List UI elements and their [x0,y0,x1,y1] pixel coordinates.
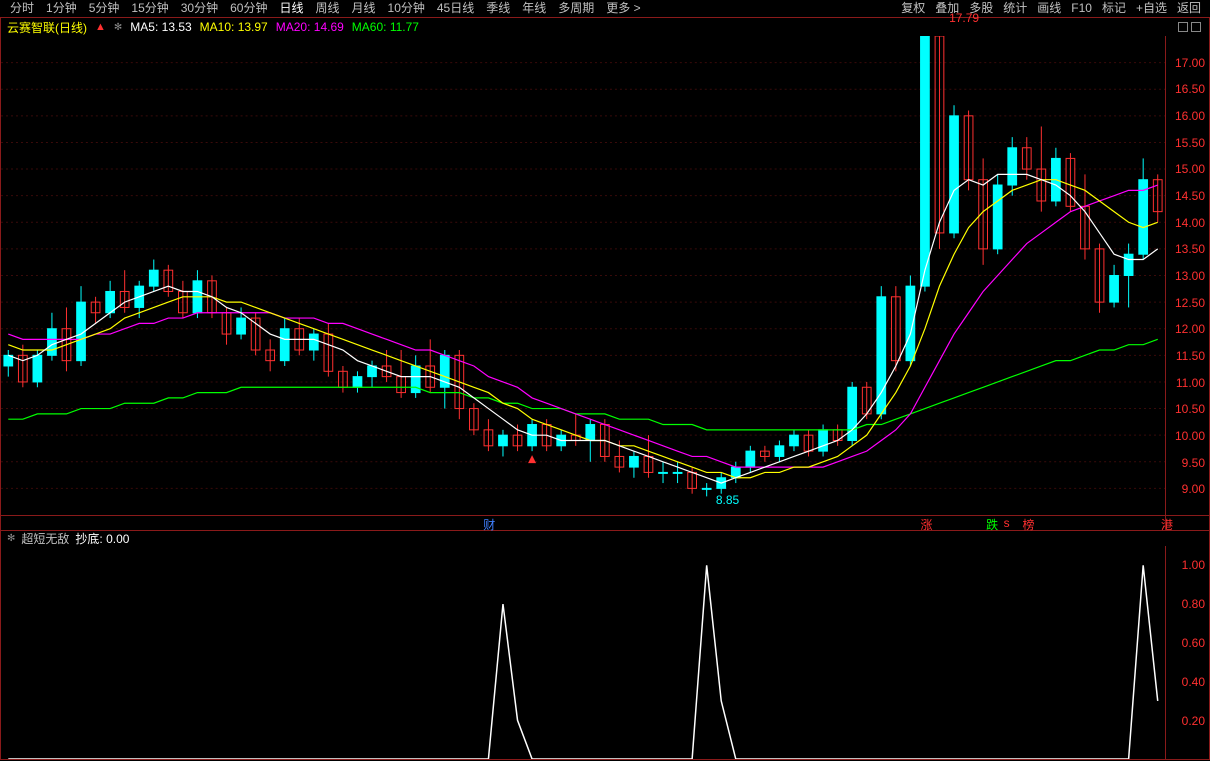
ma10-label: MA10: 13.97 [200,20,268,34]
ma5-label: MA5: 13.53 [130,20,191,34]
gear-icon[interactable]: ✻ [7,533,15,544]
timeframe-btn[interactable]: 30分钟 [175,0,224,17]
candlestick-chart[interactable]: 17.79 8.85 9.00 9.50 10.00 10.50 11.00 11.50 1… [0,36,1210,516]
price-tick: 12.00 [1175,322,1205,336]
timeframe-btn[interactable]: 15分钟 [125,0,174,17]
view-toggle-icons[interactable] [1178,22,1201,32]
indicator-tick: 0.80 [1182,597,1205,611]
indicator-plot-area[interactable] [1,546,1165,759]
price-tick: 14.50 [1175,189,1205,203]
tool-btn[interactable]: 标记 [1097,0,1131,17]
timeframe-btn[interactable]: 60分钟 [224,0,273,17]
price-tick: 9.00 [1182,482,1205,496]
indicator-y-axis: 0.20 0.40 0.60 0.80 1.00 [1165,546,1209,759]
indicator-tick: 0.20 [1182,714,1205,728]
price-tick: 11.50 [1176,349,1205,363]
price-tick: 16.00 [1175,109,1205,123]
price-tick: 13.00 [1175,269,1205,283]
price-tick: 15.50 [1175,136,1205,150]
price-tick: 13.50 [1175,242,1205,256]
indicator-tick: 0.60 [1182,636,1205,650]
tool-btn[interactable]: +自选 [1131,0,1172,17]
ma20-label: MA20: 14.69 [276,20,344,34]
timeframe-btn[interactable]: 10分钟 [382,0,431,17]
timeframe-btn[interactable]: 更多 > [600,0,646,17]
timeframe-btn[interactable]: 年线 [516,0,552,17]
price-tick: 10.00 [1175,429,1205,443]
timeframe-btn[interactable]: 1分钟 [40,0,83,17]
stock-name: 云赛智联(日线) [7,19,87,36]
tool-btn[interactable]: 复权 [896,0,930,17]
indicator-series-label: 抄底: 0.00 [75,530,129,547]
chart-plot-area[interactable]: 17.79 8.85 [1,36,1165,515]
price-tick: 15.00 [1175,162,1205,176]
gear-icon[interactable]: ✻ [114,22,122,33]
ma60-label: MA60: 11.77 [352,20,419,34]
timeframe-toolbar: 分时1分钟5分钟15分钟30分钟60分钟日线周线月线10分钟45日线季线年线多周… [0,0,1210,18]
event-marker[interactable]: s [1004,516,1010,530]
event-marker[interactable]: 财 [483,516,495,533]
timeframe-btn[interactable]: 5分钟 [83,0,126,17]
price-tick: 14.00 [1175,216,1205,230]
up-arrow-icon: ▲ [95,21,106,33]
peak-price-label: 17.79 [949,11,979,25]
timeframe-btn[interactable]: 45日线 [431,0,480,17]
price-tick: 12.50 [1175,296,1205,310]
price-tick: 11.00 [1176,376,1205,390]
event-marker[interactable]: 跌 [986,516,998,533]
event-marker-row: 财涨跌s榜港 [0,516,1210,530]
chart-title-bar: 云赛智联(日线) ▲ ✻ MA5: 13.53 MA10: 13.97 MA20… [0,18,1210,36]
tool-btn[interactable]: 统计 [998,0,1032,17]
low-price-label: 8.85 [716,493,739,507]
price-tick: 10.50 [1175,402,1205,416]
tool-btn[interactable]: F10 [1066,0,1097,17]
indicator-name: 超短无敌 [21,530,69,547]
indicator-chart[interactable]: 0.20 0.40 0.60 0.80 1.00 [0,546,1210,760]
indicator-tick: 1.00 [1182,558,1205,572]
price-y-axis: 9.00 9.50 10.00 10.50 11.00 11.50 12.00 12.50 13… [1165,36,1209,515]
timeframe-btn[interactable]: 分时 [4,0,40,17]
price-tick: 16.50 [1175,82,1205,96]
timeframe-btn[interactable]: 月线 [346,0,382,17]
indicator-tick: 0.40 [1182,675,1205,689]
tool-btn[interactable]: 画线 [1032,0,1066,17]
event-marker[interactable]: 涨 [920,516,932,533]
timeframe-btn[interactable]: 多周期 [552,0,600,17]
price-tick: 9.50 [1182,456,1205,470]
timeframe-btn[interactable]: 周线 [309,0,345,17]
tool-buttons: 复权叠加多股统计画线F10标记+自选返回 [896,0,1210,17]
timeframe-buttons: 分时1分钟5分钟15分钟30分钟60分钟日线周线月线10分钟45日线季线年线多周… [0,0,647,17]
price-tick: 17.00 [1175,56,1205,70]
tool-btn[interactable]: 返回 [1172,0,1206,17]
event-marker[interactable]: 榜 [1023,516,1035,533]
timeframe-btn[interactable]: 日线 [273,0,309,17]
timeframe-btn[interactable]: 季线 [480,0,516,17]
